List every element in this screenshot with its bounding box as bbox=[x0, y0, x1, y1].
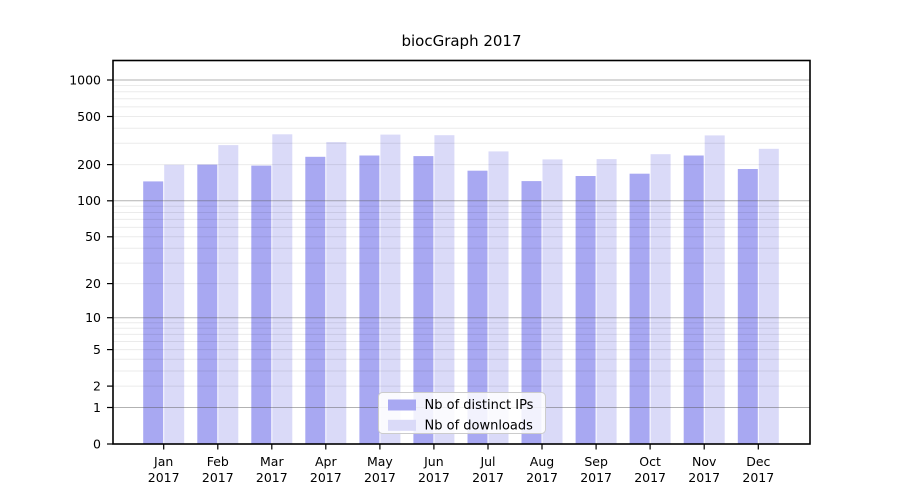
y-tick-label: 50 bbox=[85, 229, 101, 244]
y-tick-label: 500 bbox=[77, 109, 101, 124]
x-tick-label-year: 2017 bbox=[634, 470, 666, 485]
bar bbox=[758, 148, 779, 445]
legend-swatch-downloads bbox=[388, 419, 416, 431]
bar bbox=[575, 176, 596, 444]
bar bbox=[143, 181, 164, 444]
x-tick-label-month: Nov bbox=[692, 454, 717, 469]
legend: Nb of distinct IPs Nb of downloads bbox=[378, 392, 546, 434]
x-tick-label-month: Mar bbox=[260, 454, 284, 469]
bar bbox=[380, 134, 401, 444]
bar bbox=[413, 156, 434, 444]
bar bbox=[218, 145, 239, 444]
x-tick-label-year: 2017 bbox=[688, 470, 720, 485]
bar bbox=[164, 164, 185, 445]
bar bbox=[521, 181, 542, 444]
y-tick-label: 5 bbox=[93, 342, 101, 357]
x-tick-label-month: Jun bbox=[423, 454, 444, 469]
x-tick-label-month: Aug bbox=[530, 454, 554, 469]
x-tick-label-month: Oct bbox=[639, 454, 661, 469]
plot-frame bbox=[112, 59, 811, 445]
chart-title: biocGraph 2017 bbox=[401, 32, 521, 50]
x-tick-label-year: 2017 bbox=[742, 470, 774, 485]
x-tick-label-month: Jan bbox=[153, 454, 173, 469]
x-tick-label-year: 2017 bbox=[526, 470, 558, 485]
x-tick-label-year: 2017 bbox=[580, 470, 612, 485]
bar bbox=[467, 170, 488, 444]
x-tick-label-month: Feb bbox=[207, 454, 229, 469]
y-tick-label: 100 bbox=[77, 193, 101, 208]
x-tick-label-year: 2017 bbox=[202, 470, 234, 485]
bar bbox=[197, 164, 218, 444]
grid-layer bbox=[113, 79, 810, 408]
legend-box bbox=[378, 392, 546, 434]
bar bbox=[683, 155, 704, 444]
bar bbox=[251, 165, 272, 444]
bar bbox=[542, 159, 563, 444]
bars-layer bbox=[143, 134, 779, 445]
bar bbox=[305, 156, 326, 445]
y-tick-label: 10 bbox=[85, 310, 101, 325]
x-tick-label-month: Apr bbox=[315, 454, 337, 469]
y-tick-label: 2 bbox=[93, 378, 101, 393]
x-tick-label-month: Dec bbox=[746, 454, 770, 469]
legend-label-downloads: Nb of downloads bbox=[425, 418, 534, 433]
bar bbox=[272, 134, 293, 445]
axes-layer: 10005002001005020105210Jan2017Feb2017Mar… bbox=[69, 72, 774, 485]
y-tick-label: 1 bbox=[93, 400, 101, 415]
x-tick-label-month: Sep bbox=[584, 454, 608, 469]
x-tick-label-year: 2017 bbox=[418, 470, 450, 485]
legend-label-distinct-ips: Nb of distinct IPs bbox=[425, 398, 534, 413]
bar bbox=[596, 159, 617, 444]
bar bbox=[629, 173, 650, 444]
x-tick-label-year: 2017 bbox=[364, 470, 396, 485]
y-tick-label: 0 bbox=[93, 436, 101, 451]
y-tick-label: 1000 bbox=[69, 72, 101, 87]
legend-swatch-distinct-ips bbox=[388, 399, 416, 411]
y-tick-label: 20 bbox=[85, 276, 101, 291]
x-tick-label-year: 2017 bbox=[148, 470, 180, 485]
x-tick-label-year: 2017 bbox=[310, 470, 342, 485]
x-tick-label-year: 2017 bbox=[472, 470, 504, 485]
bar bbox=[737, 169, 758, 444]
x-tick-label-year: 2017 bbox=[256, 470, 288, 485]
bar bbox=[704, 135, 725, 444]
y-tick-label: 200 bbox=[77, 157, 101, 172]
x-tick-label-month: Jul bbox=[479, 454, 495, 469]
bar bbox=[326, 142, 347, 444]
bar bbox=[650, 154, 671, 444]
bar bbox=[359, 155, 380, 444]
bar bbox=[434, 135, 455, 444]
x-tick-label-month: May bbox=[367, 454, 393, 469]
bar bbox=[488, 151, 509, 444]
